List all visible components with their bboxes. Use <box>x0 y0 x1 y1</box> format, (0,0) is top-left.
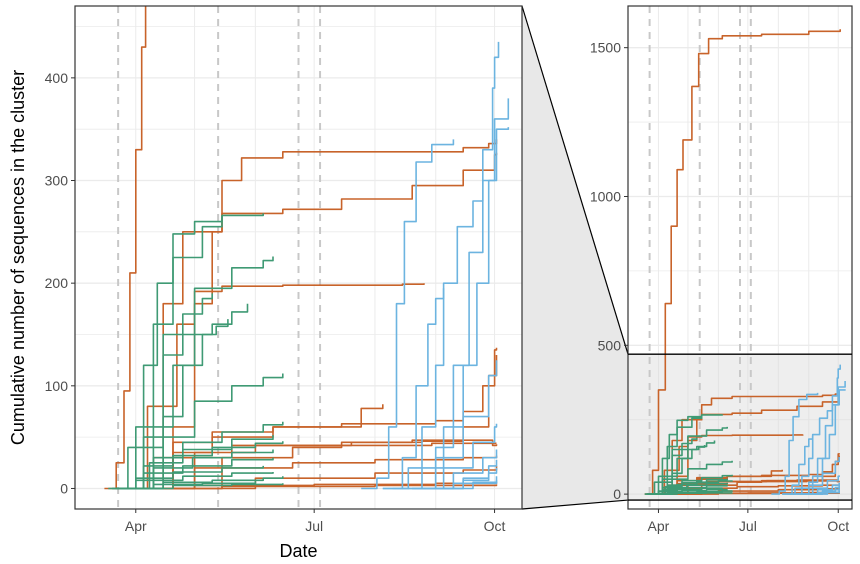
inset-series-line-14 <box>648 415 703 495</box>
inset-panel-border <box>627 5 853 510</box>
zoom-connector-bottom <box>521 499 629 510</box>
main-series-line-24 <box>116 457 274 490</box>
x-axis-title: Date <box>279 541 317 561</box>
main-x-tick-label-0: Apr <box>125 518 147 534</box>
inset-series-line-3 <box>662 434 804 495</box>
inset-series-line-19 <box>656 460 733 495</box>
main-series-line-17 <box>127 303 249 490</box>
inset-series-line-0 <box>644 29 841 495</box>
main-series-line-33 <box>412 98 510 490</box>
main-x-tick-label-1: Jul <box>305 518 323 534</box>
main-series-line-0 <box>104 6 147 490</box>
main-y-tick-label-4: 400 <box>45 70 69 86</box>
main-series-group <box>104 6 510 490</box>
main-series-line-32 <box>392 127 510 490</box>
inset-series-line-17 <box>654 440 716 495</box>
inset-series-line-30 <box>771 392 819 495</box>
main-series-line-7 <box>153 439 498 490</box>
main-y-tick-label-3: 300 <box>45 173 69 189</box>
main-series-line-34 <box>382 288 445 490</box>
inset-series-line-32 <box>787 389 846 495</box>
y-axis-title: Cumulative number of sequences in the cl… <box>8 70 28 445</box>
inset-y-tick-label-0: 0 <box>613 486 621 502</box>
main-y-tick-label-2: 200 <box>45 275 69 291</box>
main-series-line-41 <box>402 480 498 490</box>
inset-series-line-16 <box>651 437 698 495</box>
main-series-line-36 <box>412 423 498 490</box>
main-series-line-40 <box>443 476 498 490</box>
inset-y-tick-label-1: 500 <box>598 337 622 353</box>
main-series-line-19 <box>131 373 284 490</box>
inset-series-group <box>644 29 846 495</box>
inset-panel: 0 500 1000 1500 Apr Jul Oct <box>590 5 853 534</box>
main-series-line-23 <box>122 449 274 490</box>
main-series-line-26 <box>108 472 274 490</box>
main-series-line-15 <box>122 256 274 490</box>
main-panel: 0 100 200 300 400 Apr Jul Oct <box>45 5 523 534</box>
zoom-connector-top <box>521 5 629 355</box>
inset-x-tick-label-1: Jul <box>739 518 757 534</box>
main-series-line-29 <box>127 483 284 490</box>
main-series-line-16 <box>122 293 213 490</box>
inset-series-line-34 <box>782 436 814 495</box>
inset-series-line-26 <box>644 488 728 495</box>
inset-y-tick-label-3: 1500 <box>590 40 621 56</box>
inset-series-line-15 <box>651 426 728 495</box>
main-series-line-9 <box>153 455 498 490</box>
inset-x-tick-label-0: Apr <box>648 518 670 534</box>
main-y-tick-label-0: 0 <box>60 480 68 496</box>
inset-series-line-41 <box>792 491 840 495</box>
inset-series-line-24 <box>648 485 728 495</box>
inset-series-line-33 <box>797 381 846 495</box>
main-series-line-14 <box>116 216 223 490</box>
inset-series-line-31 <box>782 364 841 495</box>
inset-series-line-35 <box>797 456 840 495</box>
main-y-tick-label-1: 100 <box>45 378 69 394</box>
zoom-connector-fill <box>522 6 628 509</box>
main-series-line-8 <box>173 442 497 490</box>
main-series-line-31 <box>382 41 500 490</box>
main-series-line-12 <box>127 484 498 490</box>
inset-x-tick-label-2: Oct <box>827 518 849 534</box>
inset-series-line-29 <box>654 492 733 495</box>
main-series-line-35 <box>412 360 498 490</box>
main-series-line-27 <box>122 476 284 490</box>
inset-series-line-36 <box>797 475 840 495</box>
inset-y-tick-label-2: 1000 <box>590 188 621 204</box>
main-series-line-3 <box>143 283 425 490</box>
main-x-tick-label-2: Oct <box>484 518 506 534</box>
main-series-line-30 <box>361 139 455 490</box>
main-panel-border <box>74 5 523 510</box>
